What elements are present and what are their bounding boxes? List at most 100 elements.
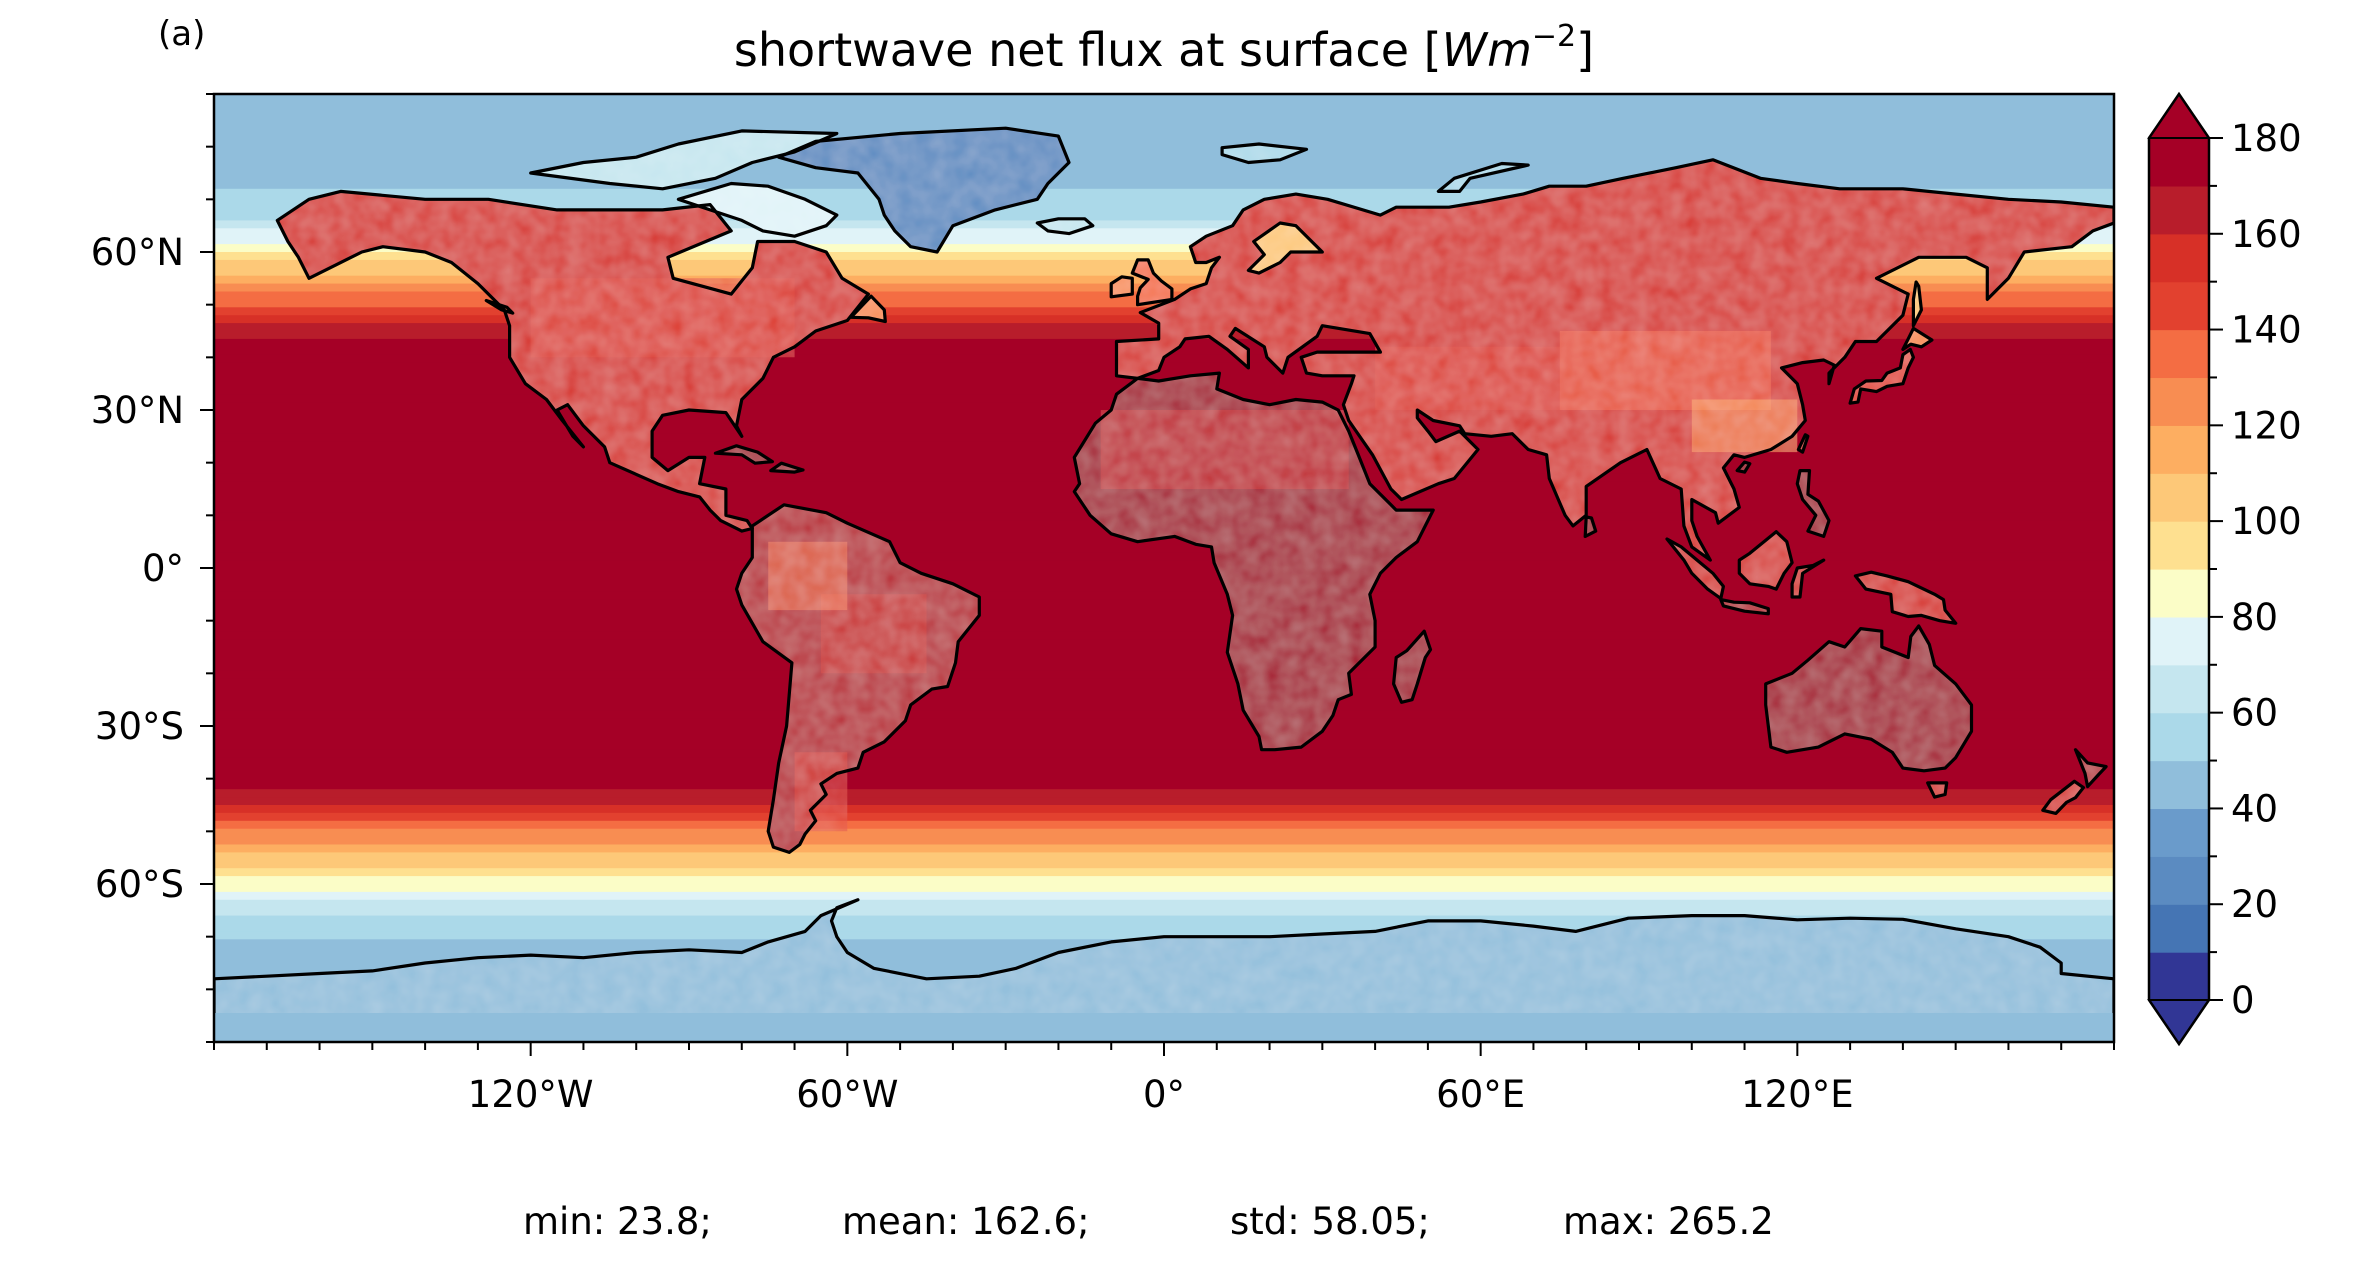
zonal-band: [214, 757, 2114, 767]
zonal-band: [214, 662, 2114, 672]
coastline-philippines: [1795, 469, 1831, 538]
zonal-band: [214, 536, 2114, 546]
land-fill-novayaZemlya: [1438, 163, 1529, 192]
zonal-band: [214, 568, 2114, 577]
coastline-sakhalin: [1911, 280, 1923, 328]
colorbar-tick-label: 40: [2231, 787, 2278, 830]
zonal-band: [214, 575, 2114, 585]
zonal-band: [214, 876, 2114, 885]
land-fill-northamerica: [277, 191, 869, 532]
zonal-band: [214, 1026, 2114, 1035]
coastline-antarctica: [214, 898, 2114, 1013]
colorbar-segment: [2149, 521, 2209, 570]
coastline-newGuinea: [1853, 570, 1958, 625]
zonal-band: [214, 852, 2114, 862]
coastline-sriLanka: [1583, 515, 1598, 538]
colorbar-segment: [2149, 808, 2209, 857]
zonal-band: [214, 686, 2114, 696]
zonal-band: [214, 173, 2114, 182]
land-variation-patch: [1375, 346, 1560, 410]
zonal-band: [214, 212, 2114, 222]
zonal-band: [214, 907, 2114, 917]
coastline-cuba: [713, 444, 774, 465]
land-variation-patch: [1559, 331, 1771, 410]
y-tick-label: 60°N: [91, 231, 184, 274]
land-fill-madagascar: [1393, 631, 1431, 703]
y-tick-label: 30°S: [95, 705, 184, 748]
zonal-band: [214, 101, 2114, 111]
coastline-nzSouth: [2041, 779, 2085, 815]
zonal-band: [214, 678, 2114, 688]
zonal-band: [214, 797, 2114, 806]
coastline-greenland: [777, 126, 1071, 254]
colorbar-tick-label: 60: [2231, 692, 2278, 735]
zonal-band: [214, 275, 2114, 285]
y-tick-label: 60°S: [95, 863, 184, 906]
coastline-sulawesi: [1790, 558, 1826, 599]
coastline-australia: [1764, 624, 1974, 773]
zonal-band: [214, 236, 2114, 245]
land-flux-overlay: [214, 128, 2114, 1013]
coastline-newfoundland: [849, 294, 887, 324]
zonal-band: [214, 591, 2114, 601]
zonal-band: [214, 204, 2114, 214]
zonal-band: [214, 726, 2114, 735]
coastline-arcticIslandA: [529, 129, 839, 191]
coastline-scandinaviaBaltic: [1246, 221, 1324, 275]
zonal-band: [214, 607, 2114, 617]
land-fill-sumatra: [1667, 539, 1724, 599]
land-fill-svalbard: [1222, 144, 1307, 163]
zonal-band: [214, 828, 2114, 838]
coastline-borneo: [1737, 530, 1794, 591]
stat-std: std: 58.05;: [1230, 1200, 1430, 1243]
coastline-eurasia: [1114, 158, 2114, 562]
zonal-band: [214, 141, 2114, 151]
zonal-band: [214, 109, 2114, 119]
land-fill-tasmania: [1927, 782, 1947, 798]
land-variation-patch: [1691, 399, 1798, 453]
colorbar-segment: [2149, 952, 2209, 1001]
zonal-band: [214, 915, 2114, 925]
zonal-band: [214, 252, 2114, 261]
zonal-band: [214, 615, 2114, 625]
y-axis: 60°N 30°N 0° 30°S 60°S: [91, 93, 214, 1043]
land-variation-patch: [794, 752, 848, 832]
coastlines: [214, 126, 2114, 1013]
land-variation-patch: [1100, 410, 1349, 489]
colorbar-segment: [2149, 760, 2209, 810]
zonal-band: [214, 710, 2114, 719]
land-variation-patch: [768, 541, 848, 611]
zonal-band: [214, 259, 2114, 269]
zonal-band: [214, 773, 2114, 783]
coastline-uk: [1130, 258, 1174, 307]
x-tick-label: 60°E: [1436, 1073, 1525, 1116]
colorbar-segment: [2149, 281, 2209, 331]
zonal-band: [214, 670, 2114, 680]
colorbar: 0 20 40 60 80 100 120 140 160 180: [2147, 91, 2302, 1047]
zonal-band: [214, 639, 2114, 648]
coastline-hispaniola: [769, 461, 805, 474]
zonal-band: [214, 733, 2114, 743]
coastline-vancouverIsl: [484, 298, 515, 315]
coastline-taiwan: [1796, 433, 1810, 454]
colorbar-segment: [2149, 712, 2209, 762]
zonal-band: [214, 836, 2114, 846]
stat-min: min: 23.8;: [523, 1200, 712, 1243]
colorbar-tick-label: 160: [2231, 213, 2302, 256]
zonal-band: [214, 370, 2114, 380]
zonal-band: [214, 117, 2114, 127]
zonal-band: [214, 654, 2114, 664]
land-variation-patch: [530, 278, 795, 358]
colorbar-tick-label: 20: [2231, 883, 2278, 926]
land-fill-greenland: [778, 128, 1069, 252]
x-tick-label: 120°E: [1741, 1073, 1854, 1116]
coastline-ireland: [1109, 275, 1134, 299]
zonal-band: [214, 702, 2114, 711]
colorbar-segment: [2149, 569, 2209, 618]
colorbar-segment: [2149, 473, 2209, 522]
zonal-band: [214, 220, 2114, 230]
zonal-band: [214, 891, 2114, 901]
zonal-band: [214, 781, 2114, 790]
coastline-southamerica: [734, 503, 981, 854]
